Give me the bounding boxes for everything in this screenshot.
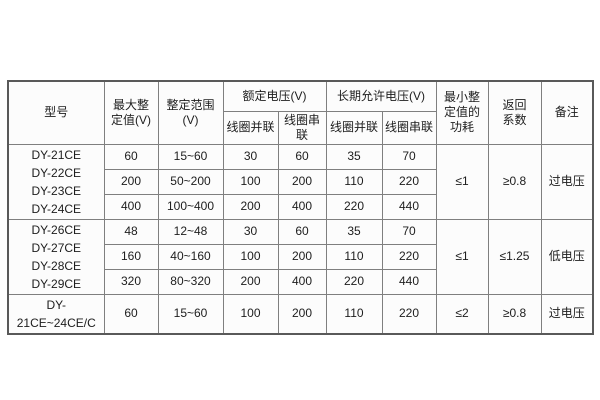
cell-long-parallel: 35 — [325, 143, 383, 170]
cell-rated-series: 200 — [277, 293, 327, 334]
cell-long-series: 220 — [381, 243, 437, 270]
cell-rated-parallel: 100 — [222, 243, 279, 270]
cell-rated-series: 400 — [277, 193, 327, 220]
cell-return-coefficient-group2: ≤1.25 — [487, 218, 542, 295]
cell-long-series: 220 — [381, 293, 437, 334]
cell-remark-group1: 过电压 — [540, 143, 594, 220]
cell-long-series: 70 — [381, 143, 437, 170]
header-setting-range: 整定范围 (V) — [157, 80, 224, 145]
table-row: 200 50~200 100 200 110 220 — [8, 168, 593, 195]
header-long-coil-series: 线圈串联 — [381, 110, 437, 145]
cell-max-setting: 48 — [103, 218, 159, 245]
cell-rated-parallel: 30 — [222, 143, 279, 170]
cell-rated-series: 60 — [277, 218, 327, 245]
cell-min-power-group1: ≤1 — [435, 143, 489, 220]
cell-max-setting: 60 — [103, 293, 159, 334]
cell-remark-group3: 过电压 — [540, 293, 594, 334]
cell-return-coefficient-group3: ≥0.8 — [487, 293, 542, 334]
cell-long-parallel: 110 — [325, 243, 383, 270]
cell-rated-series: 200 — [277, 243, 327, 270]
cell-rated-parallel: 100 — [222, 293, 279, 334]
header-min-power: 最小整 定值的 功耗 — [435, 80, 489, 145]
header-rated-voltage: 额定电压(V) — [222, 80, 327, 112]
cell-setting-range: 15~60 — [157, 143, 224, 170]
cell-long-series: 70 — [381, 218, 437, 245]
cell-rated-parallel: 200 — [222, 268, 279, 295]
cell-long-series: 440 — [381, 268, 437, 295]
table-row: DY-21CE DY-22CE DY-23CE DY-24CE 60 15~60… — [7, 143, 594, 220]
table-row: DY-26CE DY-27CE DY-28CE DY-29CE 48 12~48… — [7, 218, 594, 295]
cell-setting-range: 12~48 — [157, 218, 224, 245]
header-rated-coil-series: 线圈串联 — [277, 110, 327, 145]
table-row: 400 100~400 200 400 220 440 — [8, 193, 593, 220]
header-long-term-voltage: 长期允许电压(V) — [325, 80, 437, 112]
cell-remark-group2: 低电压 — [540, 218, 594, 295]
cell-max-setting: 400 — [103, 193, 159, 220]
header-remark: 备注 — [540, 80, 594, 145]
table-row: 160 40~160 100 200 110 220 — [8, 243, 593, 270]
cell-long-series: 440 — [381, 193, 437, 220]
cell-setting-range: 15~60 — [157, 293, 224, 334]
cell-rated-parallel: 100 — [222, 168, 279, 195]
cell-max-setting: 160 — [103, 243, 159, 270]
cell-long-parallel: 35 — [325, 218, 383, 245]
cell-model-group2: DY-26CE DY-27CE DY-28CE DY-29CE — [7, 218, 105, 295]
cell-return-coefficient-group1: ≥0.8 — [487, 143, 542, 220]
cell-setting-range: 50~200 — [157, 168, 224, 195]
table-row: DY-21CE~24CE/C 60 15~60 100 200 110 220 … — [7, 293, 594, 334]
cell-setting-range: 40~160 — [157, 243, 224, 270]
header-rated-coil-parallel: 线圈并联 — [222, 110, 279, 145]
cell-long-parallel: 220 — [325, 193, 383, 220]
header-long-coil-parallel: 线圈并联 — [325, 110, 383, 145]
cell-long-series: 220 — [381, 168, 437, 195]
cell-long-parallel: 110 — [325, 293, 383, 334]
cell-setting-range: 100~400 — [157, 193, 224, 220]
cell-rated-parallel: 200 — [222, 193, 279, 220]
relay-spec-table: 型号 最大整 定值(V) 整定范围 (V) 额定电压(V) 长期允许电压(V) … — [7, 80, 594, 335]
cell-rated-parallel: 30 — [222, 218, 279, 245]
cell-model-group1: DY-21CE DY-22CE DY-23CE DY-24CE — [7, 143, 105, 220]
cell-rated-series: 60 — [277, 143, 327, 170]
cell-long-parallel: 220 — [325, 268, 383, 295]
cell-rated-series: 400 — [277, 268, 327, 295]
cell-setting-range: 80~320 — [157, 268, 224, 295]
cell-max-setting: 60 — [103, 143, 159, 170]
cell-min-power-group2: ≤1 — [435, 218, 489, 295]
table-row: 320 80~320 200 400 220 440 — [8, 268, 593, 295]
cell-min-power-group3: ≤2 — [435, 293, 489, 334]
cell-max-setting: 320 — [103, 268, 159, 295]
cell-model-group3: DY-21CE~24CE/C — [7, 293, 105, 334]
cell-rated-series: 200 — [277, 168, 327, 195]
cell-max-setting: 200 — [103, 168, 159, 195]
header-return-coefficient: 返回 系数 — [487, 80, 542, 145]
header-model: 型号 — [7, 80, 105, 145]
cell-long-parallel: 110 — [325, 168, 383, 195]
header-max-setting: 最大整 定值(V) — [103, 80, 159, 145]
